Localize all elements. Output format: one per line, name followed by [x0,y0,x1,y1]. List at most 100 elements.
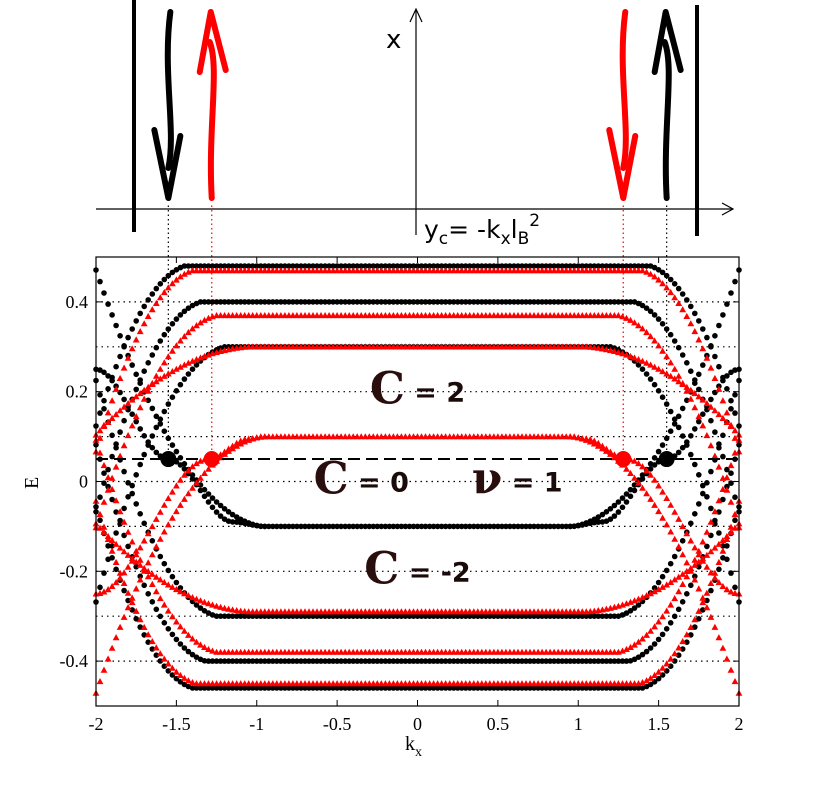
band-point [679,444,686,451]
band-point [120,613,128,620]
band-point [96,449,104,456]
band-point [450,613,457,619]
band-point [559,613,565,619]
band-point [696,564,702,570]
band-point [128,422,136,429]
band-point [663,581,671,588]
band-point [671,595,679,602]
edge-state-arrow-shaft [164,9,174,171]
band-point [358,523,365,530]
band-point [711,574,719,581]
band-point [298,299,304,305]
band-point [160,528,168,535]
band-point [716,530,722,536]
band-point [623,351,630,358]
band-point [402,685,409,691]
band-point [590,344,598,351]
band-point [258,299,264,305]
band-point [535,685,541,691]
band-point [96,510,104,517]
band-point [651,462,658,468]
band-point [519,263,525,269]
band-point [631,263,638,269]
band-point [185,359,192,366]
band-point [559,299,565,305]
band-point [113,322,119,329]
band-point [374,613,381,619]
band-point [667,359,675,366]
band-point [326,299,332,305]
band-point [410,263,417,269]
band-point [728,406,734,412]
band-point [185,631,192,638]
band-point [720,312,726,318]
band-point [205,314,212,321]
band-point [655,365,662,372]
band-point [659,368,666,375]
band-point [112,385,120,392]
band-point [145,439,151,445]
band-point [667,620,674,626]
band-point [181,471,188,478]
band-point [643,359,650,366]
band-point [245,299,252,305]
band-point [318,299,324,305]
band-point [354,299,361,305]
band-point [475,299,481,305]
band-point [723,474,731,481]
band-point [499,658,505,664]
band-point [302,658,308,664]
band-point [160,655,168,662]
band-point [334,658,340,664]
band-point [390,685,397,691]
band-point [173,342,180,349]
band-point [643,631,650,638]
band-point [647,466,654,472]
band-point [153,424,160,431]
band-point [270,263,276,269]
band-point [386,299,393,305]
band-point [466,523,473,530]
band-point [615,299,622,305]
band-point [201,658,208,664]
band-point [723,418,731,425]
band-point [703,528,711,535]
band-point [286,613,292,619]
band-point [590,437,598,444]
band-point [491,523,497,530]
band-point [724,386,730,392]
band-point [173,579,180,586]
band-point [655,482,662,489]
band-point [696,501,702,507]
band-point [241,658,248,664]
band-point [193,322,200,329]
band-point [402,299,409,305]
band-point [430,658,437,664]
band-point [531,299,537,305]
band-point [193,356,200,363]
band-point [374,263,381,269]
band-point [97,517,103,524]
band-point [117,429,123,435]
band-point [124,604,132,611]
band-point [153,413,160,420]
y-tick-label: -0.4 [60,651,89,671]
band-point [266,658,272,664]
band-point [338,658,344,664]
band-point [587,613,594,619]
band-point [703,432,711,439]
band-point [623,263,630,269]
band-point [406,299,413,305]
band-point [430,685,437,691]
band-point [148,306,156,313]
band-point [366,263,373,269]
band-point [607,448,614,455]
band-point [655,388,662,394]
band-point [181,495,188,502]
band-point [446,523,453,530]
band-point [575,658,582,664]
band-point [225,509,232,515]
band-point [394,658,401,664]
band-point [675,424,682,431]
band-point [723,586,731,593]
